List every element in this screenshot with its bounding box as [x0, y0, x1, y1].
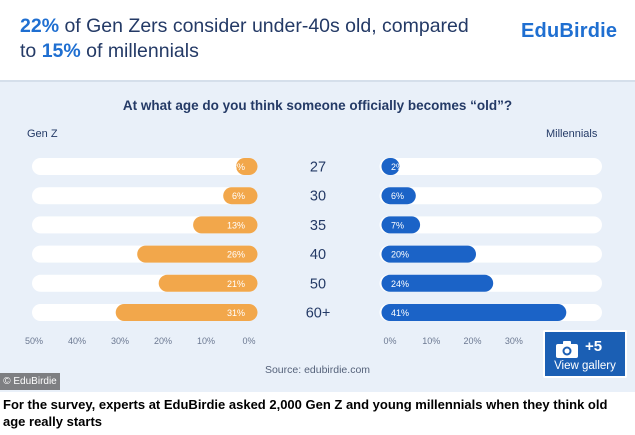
- genz-label-30: 6%: [232, 191, 245, 201]
- bar-chart: 3% 2% 27 6% 6% 30 13% 7% 35 26% 20% 40 21% 24% 50 31% 41…: [25, 158, 602, 346]
- genz-label-50: 21%: [227, 279, 245, 289]
- brand-logo: EduBirdie: [521, 20, 618, 42]
- legend-genz: Gen Z: [27, 128, 58, 140]
- right-axis-tick: 30%: [505, 336, 523, 346]
- left-axis-tick: 0%: [242, 336, 255, 346]
- left-axis-tick: 40%: [68, 336, 86, 346]
- left-axis-tick: 50%: [25, 336, 43, 346]
- view-gallery-button[interactable]: +5 View gallery: [543, 330, 627, 378]
- millennials-bar-40: [381, 245, 476, 263]
- gallery-count: +5: [585, 338, 603, 355]
- headline-middle-text: of Gen Zers consider under-40s old, comp…: [20, 15, 469, 62]
- millennials-label-27: 2%: [391, 162, 404, 172]
- category-label-60+: 60+: [306, 306, 331, 322]
- genz-label-40: 26%: [227, 250, 245, 260]
- headline-end-text: of millennials: [80, 40, 199, 62]
- millennials-track-35: [379, 216, 602, 234]
- left-axis-tick: 10%: [197, 336, 215, 346]
- genz-label-60+: 31%: [227, 308, 245, 318]
- millennials-label-40: 20%: [391, 250, 409, 260]
- millennials-track-30: [379, 187, 602, 205]
- genz-bar-35: [193, 216, 258, 234]
- millennials-bar-50: [381, 274, 494, 292]
- right-axis-tick: 20%: [464, 336, 482, 346]
- genz-track-27: [32, 158, 258, 175]
- category-label-30: 30: [310, 189, 326, 205]
- genz-label-27: 3%: [232, 162, 245, 172]
- genz-track-30: [32, 187, 258, 205]
- infographic: 22% of Gen Zers consider under-40s old, …: [0, 0, 635, 392]
- camera-icon: [556, 341, 578, 358]
- millennials-bar-35: [381, 216, 421, 234]
- category-label-35: 35: [310, 218, 326, 234]
- category-label-27: 27: [310, 160, 326, 176]
- genz-bar-27: [236, 158, 258, 175]
- millennials-track-27: [379, 158, 602, 175]
- photo-caption: For the survey, experts at EduBirdie ask…: [3, 397, 608, 429]
- header: 22% of Gen Zers consider under-40s old, …: [0, 0, 635, 82]
- millennials-label-50: 24%: [391, 279, 409, 289]
- chart-title: At what age do you think someone officia…: [122, 98, 513, 113]
- genz-bar-30: [223, 187, 258, 205]
- category-label-50: 50: [310, 276, 326, 292]
- millennials-bar-30: [381, 187, 416, 205]
- view-gallery-label: View gallery: [554, 360, 616, 372]
- headline-percent-genz: 22%: [20, 15, 60, 37]
- source-text: Source: edubirdie.com: [264, 364, 371, 376]
- right-axis-tick: 10%: [422, 336, 440, 346]
- millennials-label-35: 7%: [391, 220, 404, 230]
- category-label-40: 40: [310, 247, 326, 263]
- headline-percent-millennials: 15%: [41, 40, 81, 62]
- headline: 22% of Gen Zers consider under-40s old, …: [20, 14, 490, 64]
- millennials-bar-27: [381, 158, 400, 175]
- millennials-label-30: 6%: [391, 191, 404, 201]
- genz-bar-40: [137, 245, 258, 263]
- genz-label-35: 13%: [227, 220, 245, 230]
- genz-bar-50: [158, 274, 258, 292]
- right-axis-tick: 0%: [383, 336, 396, 346]
- millennials-bar-60+: [381, 304, 567, 321]
- legend-millennials: Millennials: [546, 128, 598, 140]
- image-credit: © EduBirdie: [0, 373, 60, 390]
- genz-bar-60+: [115, 304, 258, 321]
- millennials-label-60+: 41%: [391, 308, 409, 318]
- left-axis-tick: 30%: [111, 336, 129, 346]
- left-axis-tick: 20%: [154, 336, 172, 346]
